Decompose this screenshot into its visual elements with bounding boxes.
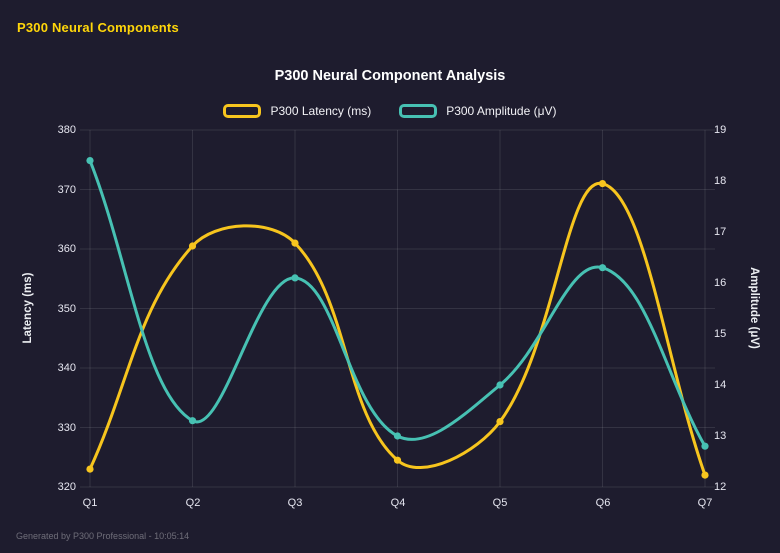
right-axis-title: Amplitude (μV) bbox=[748, 267, 760, 349]
x-axis-label: Q1 bbox=[82, 497, 98, 509]
x-axis-label: Q6 bbox=[595, 497, 611, 509]
x-axis-label: Q5 bbox=[492, 497, 508, 509]
data-point[interactable] bbox=[598, 264, 607, 272]
data-point[interactable] bbox=[291, 274, 299, 282]
x-axis-label: Q7 bbox=[697, 497, 713, 509]
data-point[interactable] bbox=[86, 157, 94, 165]
chart-grid bbox=[80, 129, 715, 488]
legend-swatch bbox=[223, 104, 262, 118]
chart-legend: P300 Latency (ms) P300 Amplitude (μV) bbox=[0, 104, 780, 118]
data-point[interactable] bbox=[496, 381, 504, 389]
y-axis-tick: 370 bbox=[57, 184, 76, 196]
data-point[interactable] bbox=[701, 471, 709, 479]
y-axis-tick: 340 bbox=[57, 362, 76, 374]
y-axis-tick: 19 bbox=[714, 124, 727, 136]
legend-label: P300 Latency (ms) bbox=[270, 104, 372, 118]
legend-label: P300 Amplitude (μV) bbox=[446, 104, 557, 118]
data-point[interactable] bbox=[86, 465, 94, 473]
y-axis-tick: 380 bbox=[57, 124, 76, 136]
y-axis-tick: 16 bbox=[714, 277, 727, 289]
x-axis-label: Q4 bbox=[390, 497, 406, 509]
y-axis-tick: 360 bbox=[57, 243, 76, 255]
legend-item-latency[interactable]: P300 Latency (ms) bbox=[223, 104, 371, 118]
y-axis-tick: 320 bbox=[57, 481, 76, 493]
page-title: P300 Neural Components bbox=[17, 20, 179, 35]
data-point[interactable] bbox=[188, 242, 197, 250]
y-axis-tick: 330 bbox=[57, 422, 76, 434]
y-axis-tick: 13 bbox=[714, 430, 727, 442]
data-point[interactable] bbox=[598, 180, 607, 188]
x-axis-label: Q2 bbox=[185, 497, 201, 509]
y-axis-tick: 15 bbox=[714, 328, 727, 340]
legend-item-amplitude[interactable]: P300 Amplitude (μV) bbox=[399, 104, 557, 118]
y-axis-tick: 350 bbox=[57, 303, 76, 315]
y-axis-tick: 18 bbox=[714, 175, 727, 187]
x-axis-label: Q3 bbox=[287, 497, 303, 509]
y-axis-tick: 12 bbox=[714, 481, 727, 493]
left-axis-title: Latency (ms) bbox=[22, 272, 34, 344]
data-point[interactable] bbox=[701, 442, 709, 450]
data-point[interactable] bbox=[393, 456, 402, 464]
footer-text: Generated by P300 Professional - 10:05:1… bbox=[16, 531, 190, 541]
data-point[interactable] bbox=[393, 432, 402, 440]
legend-swatch bbox=[399, 104, 438, 118]
data-point[interactable] bbox=[496, 418, 504, 426]
y-axis-tick: 14 bbox=[714, 379, 727, 391]
y-axis-tick: 17 bbox=[714, 226, 727, 238]
data-point[interactable] bbox=[291, 239, 299, 247]
data-point[interactable] bbox=[188, 417, 197, 425]
chart-title: P300 Neural Component Analysis bbox=[274, 68, 506, 84]
